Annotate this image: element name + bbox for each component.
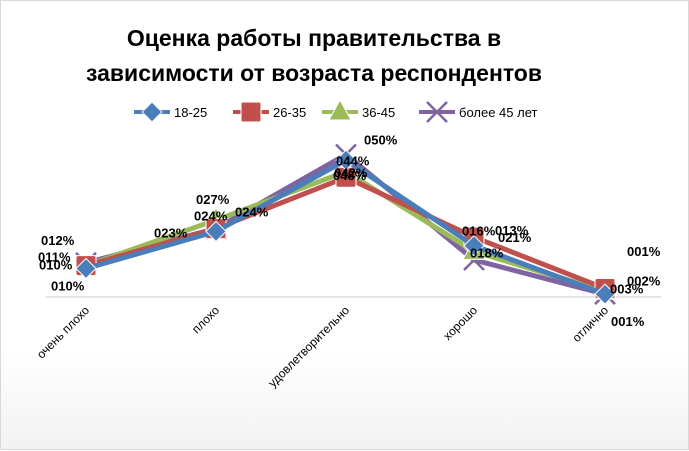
legend-marker-3 (328, 98, 352, 121)
data-label-s4-2: 024% (235, 205, 269, 220)
legend-label-4: более 45 лет (459, 105, 538, 120)
data-label-s3-5: 002% (627, 273, 661, 288)
data-point-s1-2 (205, 220, 227, 243)
legend-marker-4 (426, 101, 448, 123)
category-label-2: плохо (189, 303, 222, 336)
chart-title-line-2: зависимости от возраста респондентов (86, 60, 542, 86)
data-label-s2-1: 010% (39, 258, 73, 273)
data-label-s1-1: 010% (51, 279, 85, 294)
legend: 18-25 26-35 36-45 более 45 лет (134, 98, 538, 123)
legend-marker-1 (141, 101, 163, 123)
data-point-s1-5 (594, 283, 616, 305)
legend-label-1: 18-25 (174, 105, 207, 120)
data-label-s2-3: 042% (334, 165, 368, 180)
data-label-s3-1: 011% (38, 250, 71, 265)
data-label-s4-5: 001% (627, 244, 661, 259)
chart-title-line-1: Оценка работы правительства в (127, 25, 501, 51)
data-label-s3-2: 027% (196, 192, 230, 207)
category-label-4: хорошо (440, 303, 480, 343)
series-layer (74, 143, 617, 306)
data-label-s4-1: 012% (41, 233, 75, 248)
category-labels: очень плохо плохо удовлетворительно хорошо о… (34, 303, 611, 390)
category-label-1: очень плохо (34, 303, 92, 361)
data-label-s2-2: 024% (194, 209, 228, 224)
data-point-s1-1 (75, 257, 97, 280)
data-labels: 010% 023% 048% 018% 001% 010% 024% 042% 021% 003%… (38, 133, 661, 330)
legend-label-3: 36-45 (362, 105, 395, 120)
data-label-s4-4: 013% (495, 223, 529, 238)
data-point-s1-3 (335, 149, 357, 171)
data-label-s2-5: 003% (610, 281, 644, 296)
category-label-3: удовлетворительно (265, 303, 352, 390)
legend-label-2: 26-35 (273, 105, 306, 120)
data-label-s3-4: 016% (462, 223, 496, 238)
category-label-5: отлично (569, 303, 611, 345)
data-label-s1-2: 023% (154, 225, 188, 240)
data-label-s4-3: 050% (364, 133, 398, 148)
data-label-s3-3: 044% (336, 154, 370, 169)
data-label-s2-4: 021% (498, 230, 532, 245)
data-point-s1-4 (463, 234, 485, 257)
data-label-s1-3: 048% (333, 168, 367, 183)
legend-marker-2 (240, 101, 262, 123)
data-label-s1-4: 018% (470, 246, 504, 261)
data-label-s1-5: 001% (611, 314, 645, 329)
